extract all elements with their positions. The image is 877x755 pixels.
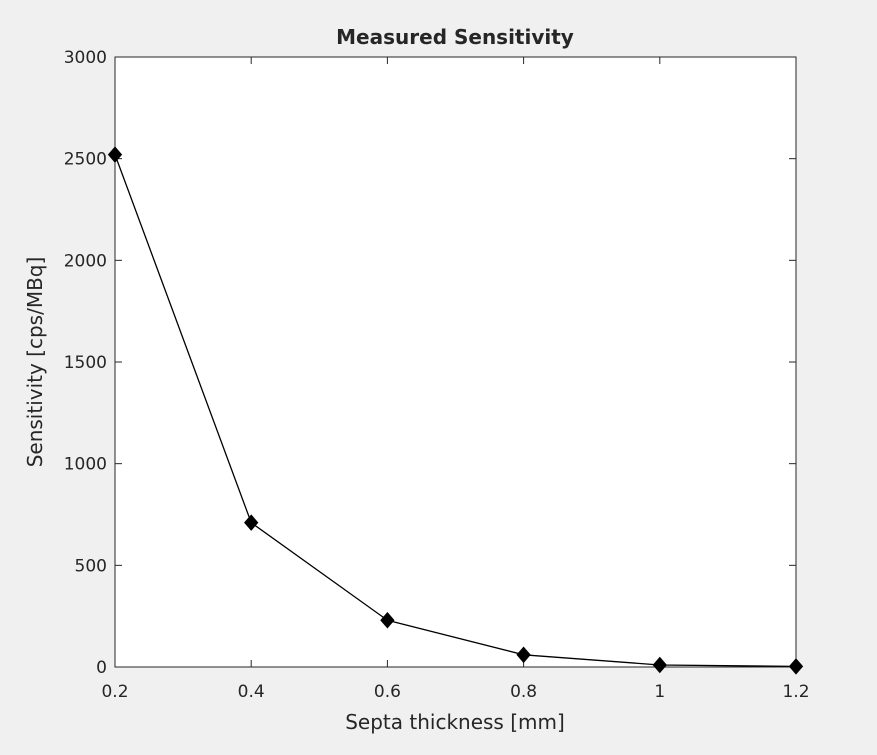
data-point-marker <box>244 514 259 531</box>
series-line <box>114 154 797 668</box>
y-tick-label: 1500 <box>64 353 107 373</box>
plot-area <box>114 56 797 668</box>
x-tick-label: 0.2 <box>101 682 128 702</box>
x-tick-label: 0.4 <box>238 682 265 702</box>
data-point-marker <box>380 611 395 629</box>
y-tick-label: 500 <box>75 556 107 576</box>
chart-title: Measured Sensitivity <box>336 25 574 49</box>
axis-ticks: 0.2 0.4 0.6 0.8 1 1.2 0 500 1000 1500 2000 2500 3000 <box>64 48 810 702</box>
y-axis-label: Sensitivity [cps/MBq] <box>23 257 47 468</box>
y-tick-label: 2500 <box>64 150 107 170</box>
y-tick-label: 2000 <box>64 251 107 271</box>
y-tick-label: 3000 <box>64 48 107 68</box>
data-point-marker <box>516 646 531 664</box>
data-series <box>107 146 804 675</box>
data-point-marker <box>652 656 667 674</box>
x-tick-label: 1 <box>654 682 665 702</box>
y-tick-label: 1000 <box>64 455 107 475</box>
data-point-marker <box>107 146 123 163</box>
data-point-marker <box>788 658 804 675</box>
x-axis-label: Septa thickness [mm] <box>345 710 565 734</box>
y-tick-label: 0 <box>96 658 107 678</box>
x-tick-label: 0.6 <box>374 682 401 702</box>
x-tick-label: 1.2 <box>782 682 809 702</box>
x-tick-label: 0.8 <box>510 682 537 702</box>
